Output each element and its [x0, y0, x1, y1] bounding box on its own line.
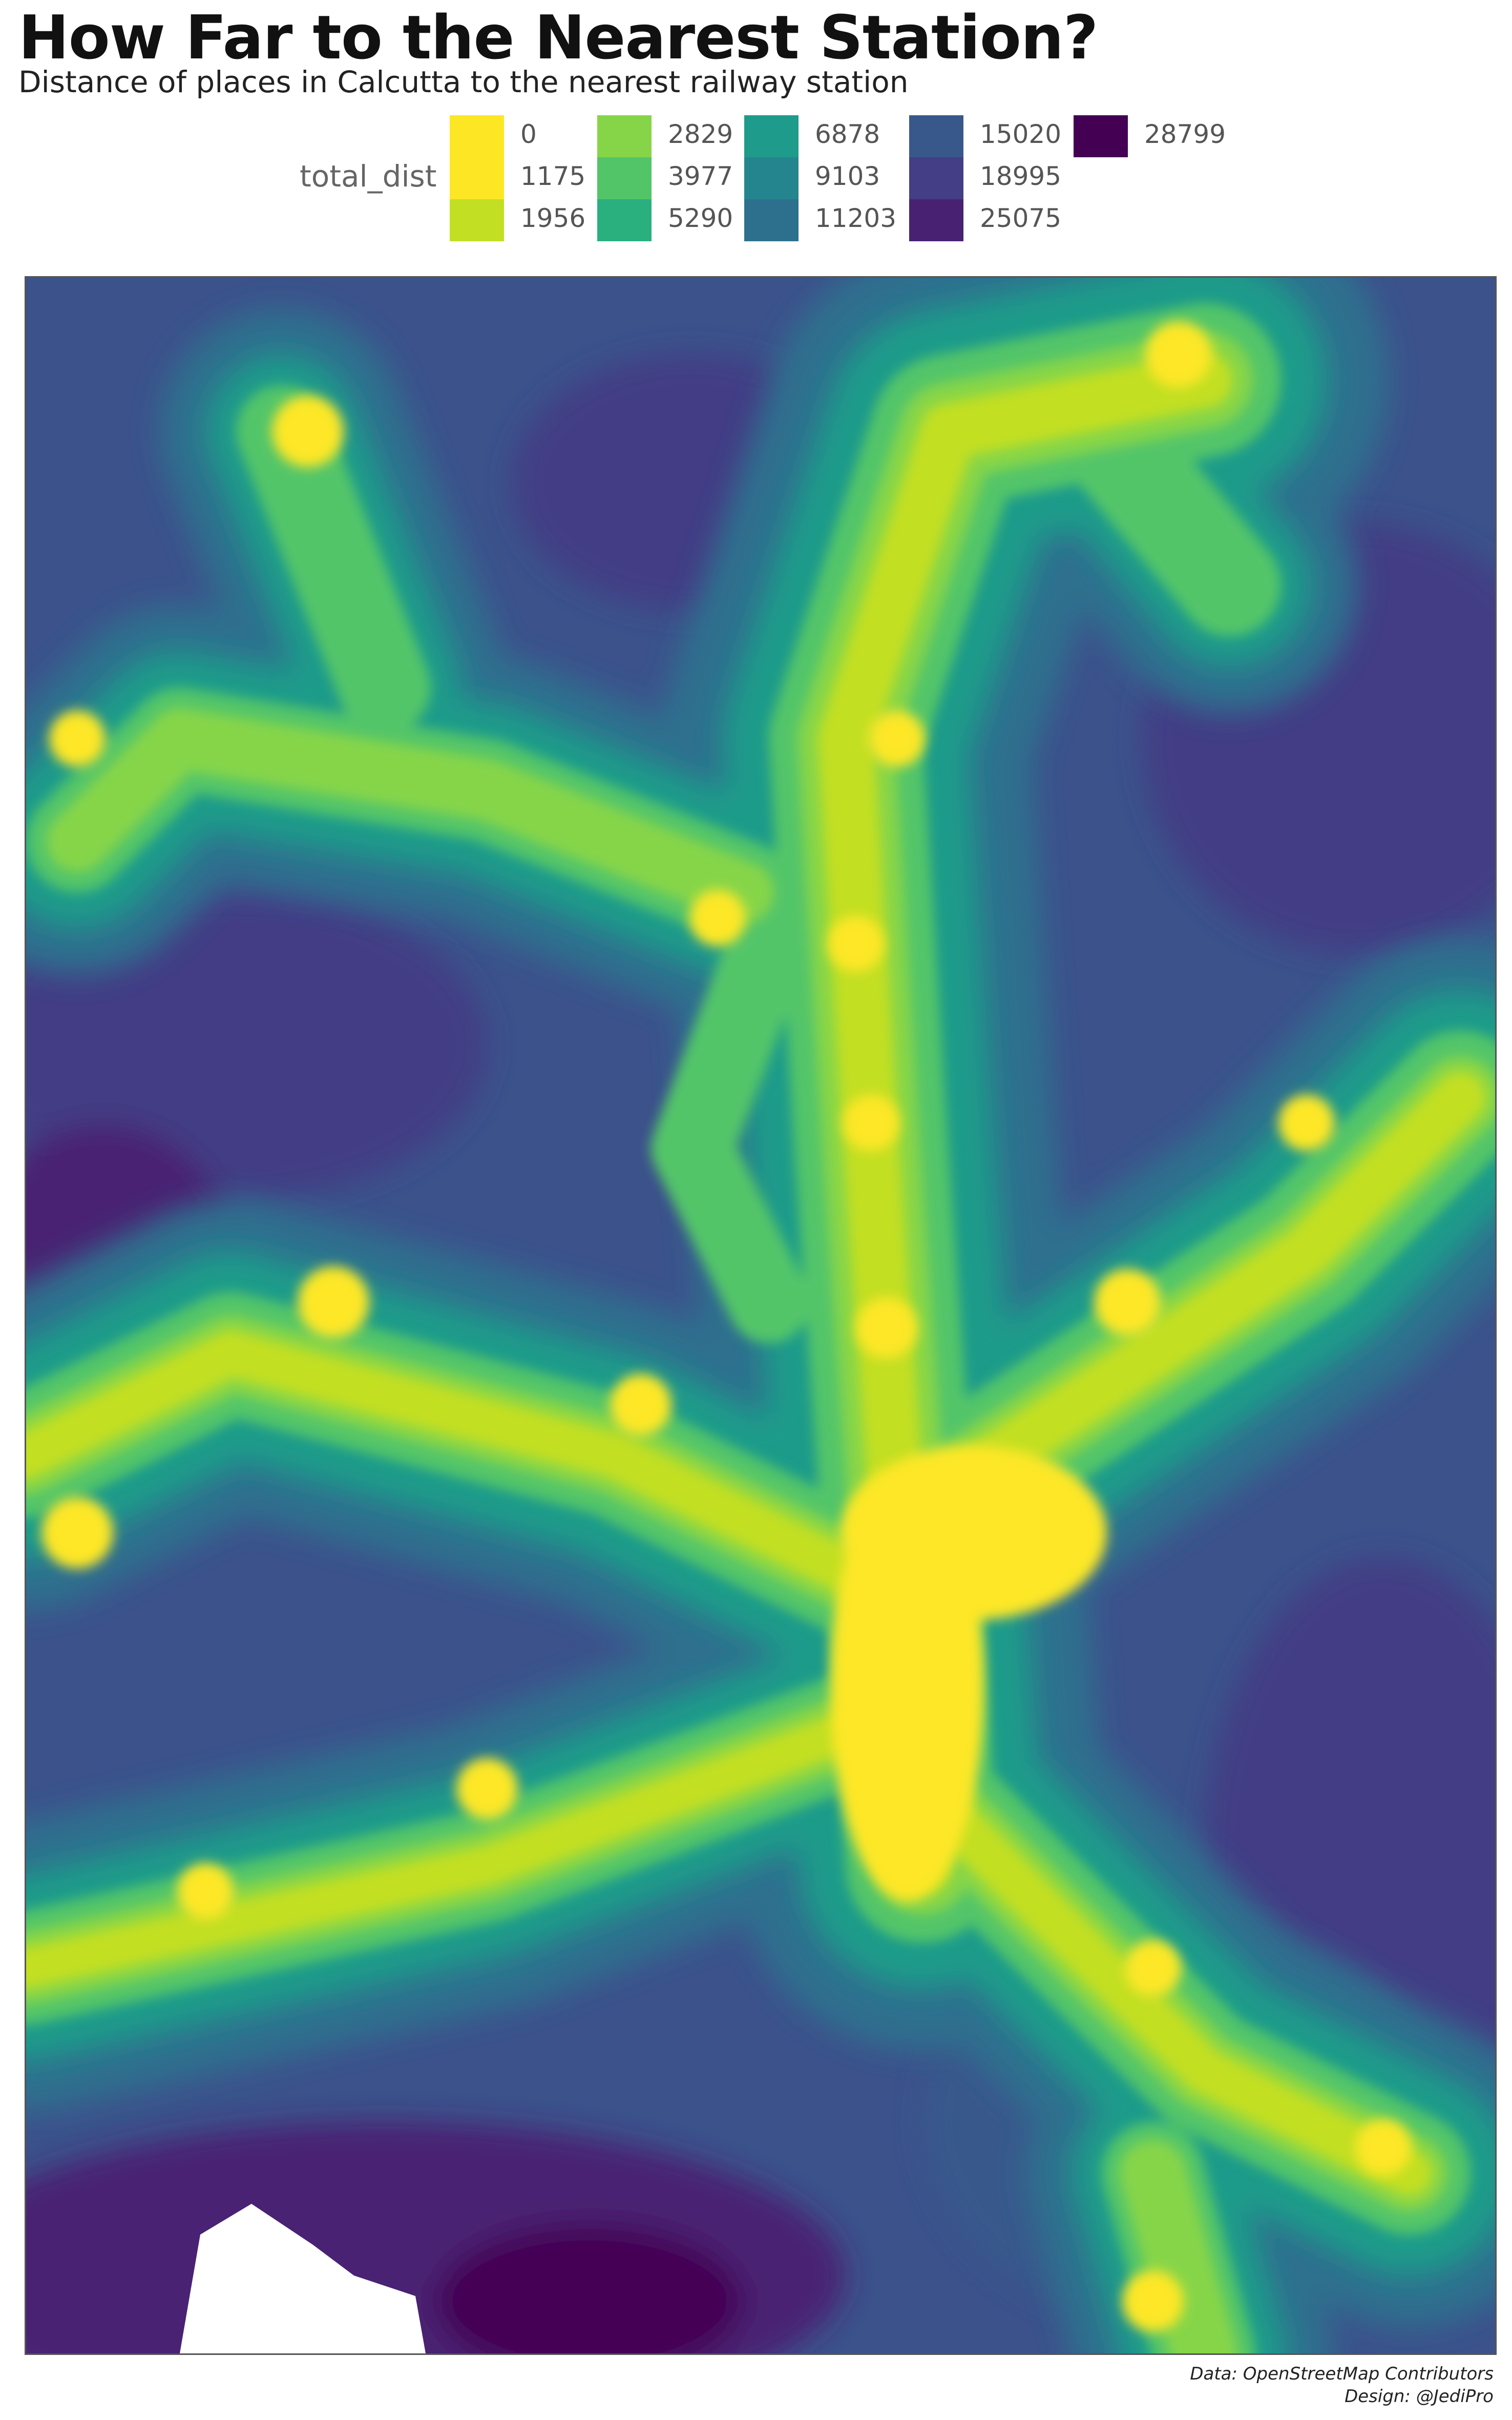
legend-swatch — [1074, 115, 1128, 157]
distance-map — [25, 276, 1497, 2355]
legend-swatch — [909, 115, 963, 157]
legend-label: 3977 — [668, 161, 733, 191]
legend-label: 11203 — [815, 203, 897, 233]
legend-label: 25075 — [980, 203, 1062, 233]
legend-label: 5290 — [668, 203, 733, 233]
source-caption: Data: OpenStreetMap Contributors — [1190, 2364, 1494, 2384]
legend-label: 1175 — [520, 161, 586, 191]
page-subtitle: Distance of places in Calcutta to the ne… — [18, 65, 909, 99]
legend-swatch — [744, 199, 799, 241]
legend-swatch — [450, 157, 504, 199]
design-caption: Design: @JediPro — [1345, 2386, 1494, 2407]
legend-swatch — [597, 199, 652, 241]
legend-swatch — [450, 115, 504, 157]
legend-title: total_dist — [300, 159, 437, 194]
legend-swatch — [597, 115, 652, 157]
legend-label: 1956 — [520, 203, 586, 233]
legend-label: 9103 — [815, 161, 880, 191]
legend-label: 0 — [520, 119, 537, 149]
legend-swatch — [744, 115, 799, 157]
legend-label: 28799 — [1144, 119, 1226, 149]
legend-label: 18995 — [980, 161, 1062, 191]
legend-swatch — [450, 199, 504, 241]
distance-map-canvas — [26, 278, 1495, 2353]
legend-label: 2829 — [668, 119, 733, 149]
legend-swatch — [597, 157, 652, 199]
page-title: How Far to the Nearest Station? — [18, 2, 1098, 73]
legend-swatch — [909, 157, 963, 199]
legend-swatch — [744, 157, 799, 199]
legend: 0 1175 1956 2829 3977 5290 6878 9103 112… — [450, 115, 1249, 241]
legend-label: 6878 — [815, 119, 880, 149]
legend-label: 15020 — [980, 119, 1062, 149]
legend-swatch — [909, 199, 963, 241]
